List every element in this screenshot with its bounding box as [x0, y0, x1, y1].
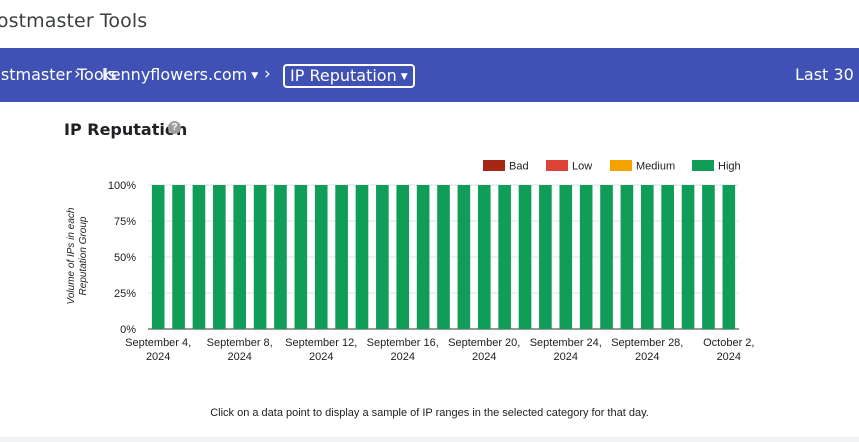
bar-high[interactable]: [640, 185, 654, 329]
breadcrumb-domain-label: kennyflowers.com: [102, 65, 248, 84]
legend-label-medium: Medium: [636, 161, 675, 173]
x-tick-label-line: 2024: [635, 351, 659, 363]
x-tick-label-line: September 20,: [448, 337, 520, 349]
section-title: IP Reputation: [64, 120, 188, 139]
legend-label-bad: Bad: [509, 161, 529, 173]
date-range-selector[interactable]: Last 30 days: [795, 65, 859, 84]
chart-hint-text: Click on a data point to display a sampl…: [210, 407, 649, 419]
legend-swatch-low: [546, 160, 568, 171]
breadcrumb-root[interactable]: Postmaster Tools: [0, 65, 117, 84]
bar-high[interactable]: [681, 185, 695, 329]
dashboard-selector-label: IP Reputation: [290, 66, 397, 85]
y-tick-label: 25%: [114, 288, 136, 300]
bar-high[interactable]: [600, 185, 613, 329]
bar-high[interactable]: [722, 185, 736, 329]
bar-high[interactable]: [294, 185, 308, 329]
x-tick-label-line: 2024: [309, 351, 333, 363]
x-tick-label-line: September 16,: [367, 337, 439, 349]
bar-high[interactable]: [518, 185, 532, 329]
legend-swatch-medium: [610, 160, 632, 171]
y-tick-label: 0%: [120, 324, 136, 336]
bar-high[interactable]: [335, 185, 348, 329]
bar-high[interactable]: [416, 185, 430, 329]
x-tick-label-line: 2024: [472, 351, 496, 363]
breadcrumb-domain-dropdown[interactable]: kennyflowers.com ▼: [102, 65, 258, 84]
x-tick-label: September 16, 2024: [367, 337, 439, 363]
bar-high[interactable]: [702, 185, 715, 329]
y-tick-label: 75%: [114, 216, 136, 228]
breadcrumb-separator-icon: ›: [74, 64, 81, 84]
bar-high[interactable]: [274, 185, 287, 329]
bar-high[interactable]: [253, 185, 267, 329]
breadcrumb-bar: Postmaster Tools › kennyflowers.com▼ › I…: [0, 48, 859, 102]
bar-high[interactable]: [376, 185, 389, 329]
x-tick-label-line: 2024: [146, 351, 170, 363]
x-tick-label-line: September 8,: [207, 337, 273, 349]
x-tick-label: September 28, 2024: [611, 337, 683, 363]
x-tick-label-line: October 2,: [703, 337, 754, 349]
bar-high[interactable]: [396, 185, 410, 329]
x-tick-label-line: 2024: [554, 351, 578, 363]
x-tick-label: October 2, 2024: [703, 337, 754, 363]
x-tick-label-line: 2024: [717, 351, 741, 363]
x-tick-label-line: 2024: [227, 351, 251, 363]
bar-high[interactable]: [539, 185, 552, 329]
bar-high[interactable]: [559, 185, 573, 329]
ip-reputation-chart: 0% 25% 50% 75% 100% Volume of IPs in eachRepu…: [66, 160, 754, 363]
x-tick-label-line: 2024: [390, 351, 414, 363]
page-bottom-divider: [0, 437, 859, 442]
bar-high[interactable]: [172, 185, 185, 329]
y-tick-label: 50%: [114, 252, 136, 264]
x-tick-label-line: September 12,: [285, 337, 357, 349]
breadcrumb-separator-icon: ›: [264, 64, 271, 84]
x-tick-label-line: September 28,: [611, 337, 683, 349]
bar-high[interactable]: [477, 185, 491, 329]
bar-high[interactable]: [314, 185, 328, 329]
bar-high[interactable]: [233, 185, 247, 329]
bar-high[interactable]: [192, 185, 206, 329]
legend-swatch-bad: [483, 160, 505, 171]
bar-high[interactable]: [355, 185, 369, 329]
bar-high[interactable]: [151, 185, 165, 329]
x-tick-label: September 4, 2024: [125, 337, 191, 363]
x-tick-label: September 12, 2024: [285, 337, 357, 363]
x-tick-label-line: September 4,: [125, 337, 191, 349]
bar-high[interactable]: [213, 185, 226, 329]
x-tick-label: September 8, 2024: [207, 337, 273, 363]
app-title: Postmaster Tools: [0, 10, 148, 32]
y-tick-label: 100%: [108, 180, 136, 192]
x-tick-label-line: September 24,: [530, 337, 602, 349]
legend-label-low: Low: [572, 161, 592, 173]
bar-high[interactable]: [661, 185, 674, 329]
bar-high[interactable]: [437, 185, 450, 329]
bar-high[interactable]: [579, 185, 593, 329]
caret-down-icon: ▼: [400, 72, 408, 82]
x-tick-label: September 24, 2024: [530, 337, 602, 363]
caret-down-icon: ▼: [251, 71, 259, 81]
bar-high[interactable]: [620, 185, 634, 329]
bar-high[interactable]: [457, 185, 471, 329]
y-axis-title-line: Reputation Group: [78, 216, 89, 295]
y-axis-title: Volume of IPs in eachReputation Group: [66, 207, 89, 304]
legend-swatch-high: [692, 160, 714, 171]
y-axis-title-line: Volume of IPs in each: [66, 207, 77, 304]
x-tick-label: September 20, 2024: [448, 337, 520, 363]
bar-high[interactable]: [498, 185, 511, 329]
legend-label-high: High: [718, 161, 741, 173]
help-icon[interactable]: ?: [168, 121, 181, 134]
dashboard-selector-dropdown[interactable]: IP Reputation ▼: [283, 64, 415, 88]
